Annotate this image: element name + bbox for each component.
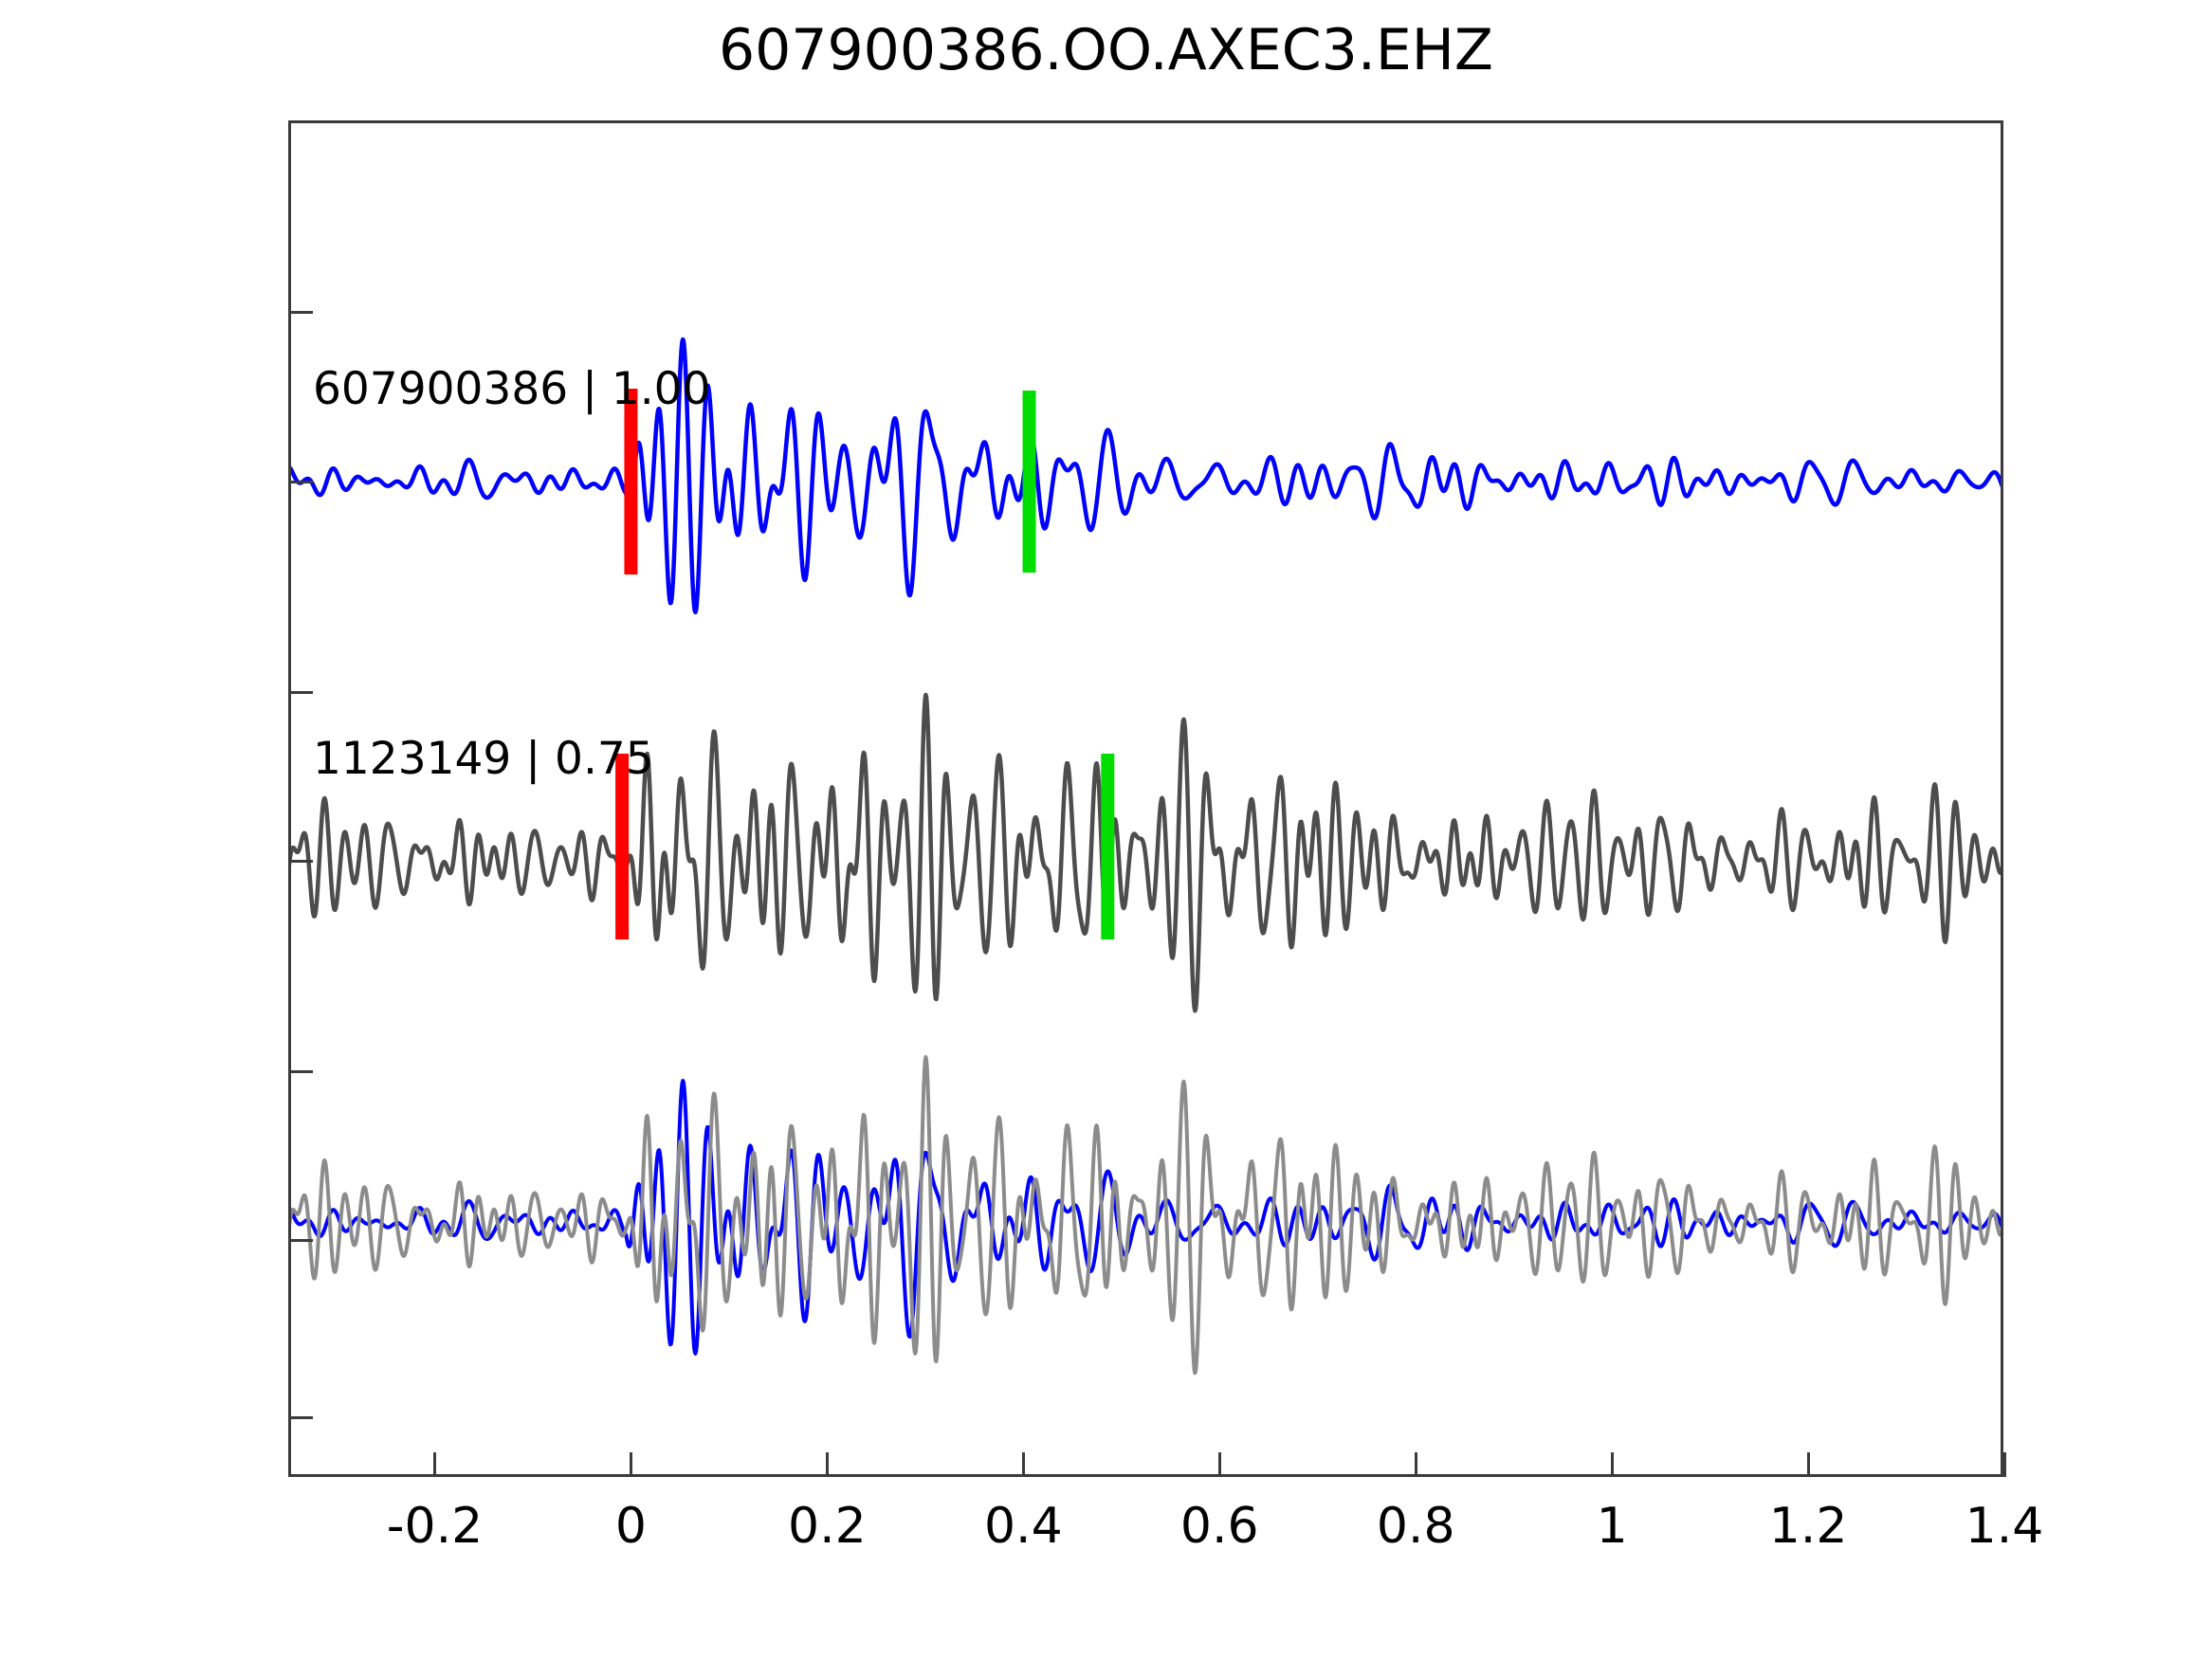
waveform-canvas [288, 337, 2003, 1376]
plot-axes[interactable] [288, 120, 2006, 1477]
x-tick-mark [1021, 1452, 1025, 1477]
page-title: 607900386.OO.AXEC3.EHZ [718, 17, 1494, 83]
waveform-trace-1123149-overlay [288, 1055, 2003, 1376]
x-tick-label: 0.4 [983, 1498, 1063, 1555]
x-tick-label: 0.8 [1376, 1498, 1455, 1555]
trace-label-1123149: 1123149 | 0.75 [313, 733, 654, 785]
x-tick-mark [1610, 1452, 1614, 1477]
x-tick-label: 0.2 [788, 1498, 867, 1555]
x-tick-label: 0 [614, 1498, 647, 1555]
x-tick-mark [825, 1452, 829, 1477]
x-tick-mark [2002, 1452, 2006, 1477]
y-tick-mark [288, 1415, 313, 1419]
y-tick-mark [288, 690, 313, 694]
x-tick-label: 0.6 [1179, 1498, 1259, 1555]
p-pick-trace-2-marker[interactable] [615, 754, 630, 939]
s-pick-trace-2-marker[interactable] [1101, 754, 1115, 939]
s-pick-trace-1-marker[interactable] [1022, 391, 1036, 573]
y-tick-mark [288, 1238, 313, 1242]
x-tick-mark [1217, 1452, 1221, 1477]
y-tick-mark [288, 859, 313, 863]
y-tick-mark [288, 310, 313, 314]
x-tick-label: 1.4 [1965, 1498, 2044, 1555]
y-tick-mark [288, 480, 313, 483]
x-tick-mark [432, 1452, 436, 1477]
x-tick-mark [629, 1452, 632, 1477]
y-tick-mark [288, 1069, 313, 1073]
x-tick-label: 1.2 [1768, 1498, 1848, 1555]
x-tick-mark [1806, 1452, 1810, 1477]
waveform-trace-607900386 [288, 337, 2003, 615]
trace-label-607900386: 607900386 | 1.00 [313, 363, 711, 415]
x-tick-mark [1414, 1452, 1417, 1477]
p-pick-trace-1-marker[interactable] [624, 389, 638, 574]
x-tick-label: -0.2 [386, 1498, 484, 1555]
x-tick-label: 1 [1596, 1498, 1628, 1555]
waveform-trace-1123149 [288, 692, 2003, 1013]
